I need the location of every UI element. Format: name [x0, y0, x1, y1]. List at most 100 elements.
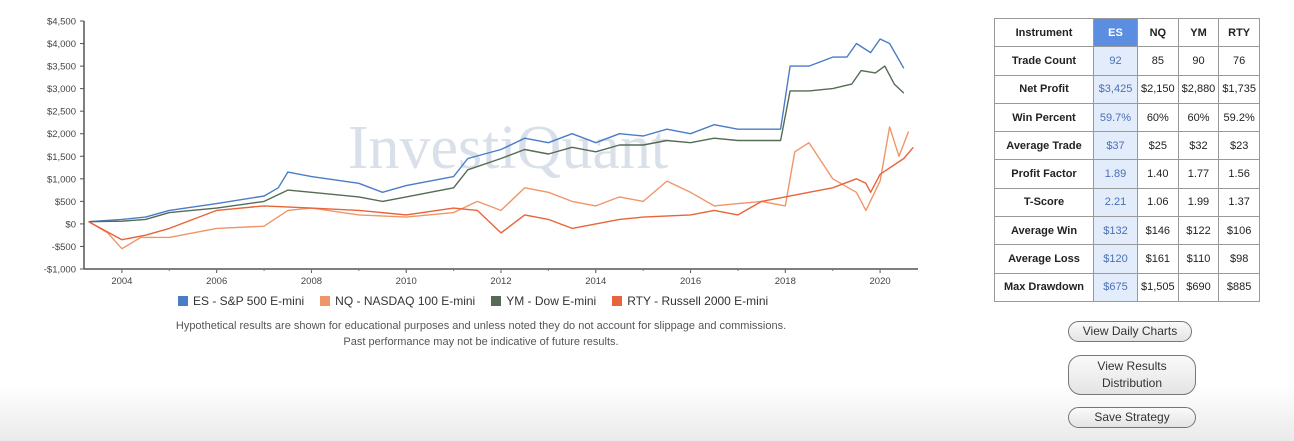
disclaimer-line: Past performance may not be indicative o… — [343, 336, 619, 348]
y-tick-label: -$1,000 — [44, 265, 76, 276]
cell-ym: 1.77 — [1177, 159, 1220, 189]
legend-label: YM - Dow E-mini — [506, 294, 597, 308]
view-results-distribution-button[interactable]: View Results Distribution — [1068, 355, 1196, 395]
cell-es: 1.89 — [1093, 159, 1138, 189]
save-strategy-button[interactable]: Save Strategy — [1068, 407, 1196, 428]
legend-item-rty[interactable]: RTY - Russell 2000 E-mini — [612, 294, 768, 308]
y-tick-label: $3,000 — [47, 84, 76, 95]
cell-nq: 1.40 — [1137, 159, 1179, 189]
x-tick-label: 2014 — [585, 276, 606, 287]
cell-nq: 60% — [1137, 102, 1179, 133]
button-label: Distribution — [1101, 376, 1163, 390]
series-line-3 — [88, 146, 914, 241]
x-tick-label: 2020 — [870, 276, 891, 287]
x-tick-label: 2018 — [775, 276, 796, 287]
cell-rty: 59.2% — [1218, 102, 1260, 133]
legend-label: NQ - NASDAQ 100 E-mini — [335, 294, 476, 308]
legend-label: ES - S&P 500 E-mini — [193, 294, 305, 308]
cell-ym: $2,880 — [1177, 74, 1220, 104]
table-row: Average Loss $120 $161 $110 $98 — [994, 244, 1260, 274]
header-ym[interactable]: YM — [1177, 17, 1220, 48]
table-header-row: Instrument ES NQ YM RTY — [994, 17, 1260, 48]
x-tick-label: 2006 — [206, 276, 227, 287]
x-tick-label: 2004 — [111, 276, 132, 287]
legend-item-ym[interactable]: YM - Dow E-mini — [491, 294, 596, 308]
chart-legend: ES - S&P 500 E-mini NQ - NASDAQ 100 E-mi… — [178, 294, 768, 308]
y-tick-label: $2,500 — [47, 107, 76, 118]
y-tick-label: $1,500 — [47, 152, 76, 163]
table-row: Net Profit $3,425 $2,150 $2,880 $1,735 — [994, 74, 1260, 104]
row-label: Trade Count — [994, 46, 1094, 76]
cell-nq: $2,150 — [1137, 74, 1179, 104]
cell-rty: $98 — [1218, 244, 1260, 274]
chart-axes: $4,500 $4,000 $3,500 $3,000 $2,500 $2,000 $1,5… — [44, 17, 918, 287]
legend-item-es[interactable]: ES - S&P 500 E-mini — [178, 294, 304, 308]
legend-swatch-es — [178, 296, 188, 306]
cell-nq: 1.06 — [1137, 187, 1179, 218]
table-row: Profit Factor 1.89 1.40 1.77 1.56 — [994, 159, 1260, 189]
cell-es: 2.21 — [1093, 187, 1138, 218]
x-tick-label: 2010 — [396, 276, 417, 287]
cell-es: 92 — [1093, 46, 1138, 76]
legend-swatch-nq — [320, 296, 331, 306]
cell-ym: $122 — [1177, 216, 1220, 246]
y-tick-label: $3,500 — [47, 62, 76, 73]
legend-label: RTY - Russell 2000 E-mini — [627, 294, 769, 308]
cell-es: $120 — [1093, 244, 1138, 274]
cell-ym: 60% — [1177, 102, 1220, 133]
y-tick-label: $1,000 — [47, 174, 76, 185]
y-tick-label: $500 — [55, 197, 76, 208]
stats-table: Instrument ES NQ YM RTY Trade Count 92 85 9… — [994, 17, 1260, 302]
cell-ym: $32 — [1177, 131, 1220, 161]
cell-es: $132 — [1093, 216, 1138, 246]
cell-rty: 1.37 — [1218, 187, 1260, 218]
y-tick-label: $4,500 — [47, 17, 76, 28]
table-row: Average Trade $37 $25 $32 $23 — [994, 131, 1260, 161]
table-row: Average Win $132 $146 $122 $106 — [994, 216, 1260, 246]
cell-rty: 76 — [1218, 46, 1260, 76]
header-nq[interactable]: NQ — [1137, 17, 1179, 48]
view-daily-charts-button[interactable]: View Daily Charts — [1068, 321, 1192, 342]
x-tick-label: 2012 — [490, 276, 511, 287]
table-row: Win Percent 59.7% 60% 60% 59.2% — [994, 102, 1260, 133]
series-line-0 — [88, 38, 905, 223]
cell-nq: $146 — [1137, 216, 1179, 246]
cell-ym: $690 — [1177, 272, 1220, 302]
series-line-2 — [88, 65, 905, 223]
cell-es: $675 — [1093, 272, 1138, 302]
row-label: Net Profit — [994, 74, 1094, 104]
cell-nq: $161 — [1137, 244, 1179, 274]
legend-swatch-ym — [491, 296, 502, 306]
cell-rty: 1.56 — [1218, 159, 1260, 189]
cell-rty: $885 — [1218, 272, 1260, 302]
button-label: View Results — [1097, 359, 1167, 373]
legend-item-nq[interactable]: NQ - NASDAQ 100 E-mini — [320, 294, 475, 308]
header-instrument: Instrument — [994, 17, 1094, 48]
table-row: Max Drawdown $675 $1,505 $690 $885 — [994, 272, 1260, 302]
x-tick-label: 2008 — [301, 276, 322, 287]
cell-rty: $1,735 — [1218, 74, 1260, 104]
header-rty[interactable]: RTY — [1218, 17, 1260, 48]
cell-rty: $106 — [1218, 216, 1260, 246]
cell-ym: $110 — [1177, 244, 1220, 274]
row-label: Max Drawdown — [994, 272, 1094, 302]
disclaimer-line: Hypothetical results are shown for educa… — [175, 320, 787, 332]
row-label: Profit Factor — [994, 159, 1094, 189]
cell-ym: 1.99 — [1177, 187, 1220, 218]
y-tick-label: $2,000 — [47, 129, 76, 140]
header-es[interactable]: ES — [1093, 17, 1138, 48]
chart-series — [88, 38, 914, 250]
legend-swatch-rty — [612, 296, 623, 306]
cell-rty: $23 — [1218, 131, 1260, 161]
cell-nq: $25 — [1137, 131, 1179, 161]
cell-nq: 85 — [1137, 46, 1179, 76]
disclaimer: Hypothetical results are shown for educa… — [100, 318, 862, 350]
x-tick-label: 2016 — [680, 276, 701, 287]
cell-es: $37 — [1093, 131, 1138, 161]
cell-ym: 90 — [1177, 46, 1220, 76]
row-label: Average Win — [994, 216, 1094, 246]
table-row: Trade Count 92 85 90 76 — [994, 46, 1260, 76]
y-tick-label: $0 — [65, 219, 76, 230]
equity-chart: InvestiQuant $4,500 $4,000 $3,500 $3,000 $2,… — [44, 17, 918, 287]
cell-es: 59.7% — [1093, 102, 1138, 133]
